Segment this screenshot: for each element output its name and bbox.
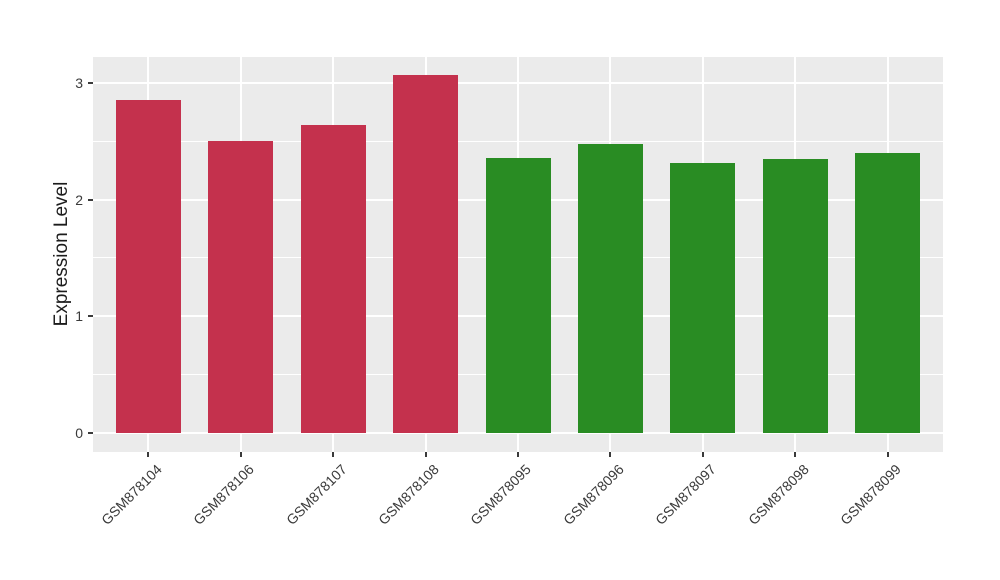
x-tick-label: GSM878107	[282, 461, 350, 528]
x-tick-mark	[886, 452, 889, 457]
y-tick-label: 3	[75, 74, 83, 91]
bar-GSM878095	[485, 157, 551, 433]
y-tick-label: 0	[75, 424, 83, 441]
y-tick-label: 1	[75, 308, 83, 325]
x-tick-label: GSM878104	[97, 461, 165, 528]
bar-GSM878107	[300, 124, 366, 433]
y-tick-label: 2	[75, 191, 83, 208]
x-tick-mark	[239, 452, 242, 457]
y-tick-mark	[88, 81, 93, 84]
y-tick-mark	[88, 431, 93, 434]
x-tick-mark	[794, 452, 797, 457]
y-tick-mark	[88, 198, 93, 201]
y-tick-mark	[88, 315, 93, 318]
x-tick-label: GSM878106	[190, 461, 258, 528]
x-tick-label: GSM878108	[375, 461, 442, 528]
x-tick-label: GSM878099	[836, 461, 904, 528]
plot-panel	[93, 57, 943, 452]
bar-GSM878099	[855, 152, 921, 433]
x-tick-label: GSM878096	[559, 461, 627, 528]
bar-GSM878108	[393, 74, 459, 433]
x-tick-label: GSM878095	[467, 461, 535, 528]
bar-GSM878098	[762, 158, 828, 433]
x-tick-mark	[701, 452, 704, 457]
x-tick-mark	[332, 452, 335, 457]
x-tick-mark	[424, 452, 427, 457]
bar-GSM878104	[115, 100, 181, 433]
x-tick-mark	[609, 452, 612, 457]
x-tick-label: GSM878097	[652, 461, 720, 528]
x-tick-mark	[147, 452, 150, 457]
bar-GSM878096	[577, 143, 643, 433]
bar-GSM878106	[208, 141, 274, 433]
x-tick-mark	[517, 452, 519, 457]
bar-GSM878097	[670, 163, 736, 433]
x-tick-label: GSM878098	[744, 461, 812, 528]
